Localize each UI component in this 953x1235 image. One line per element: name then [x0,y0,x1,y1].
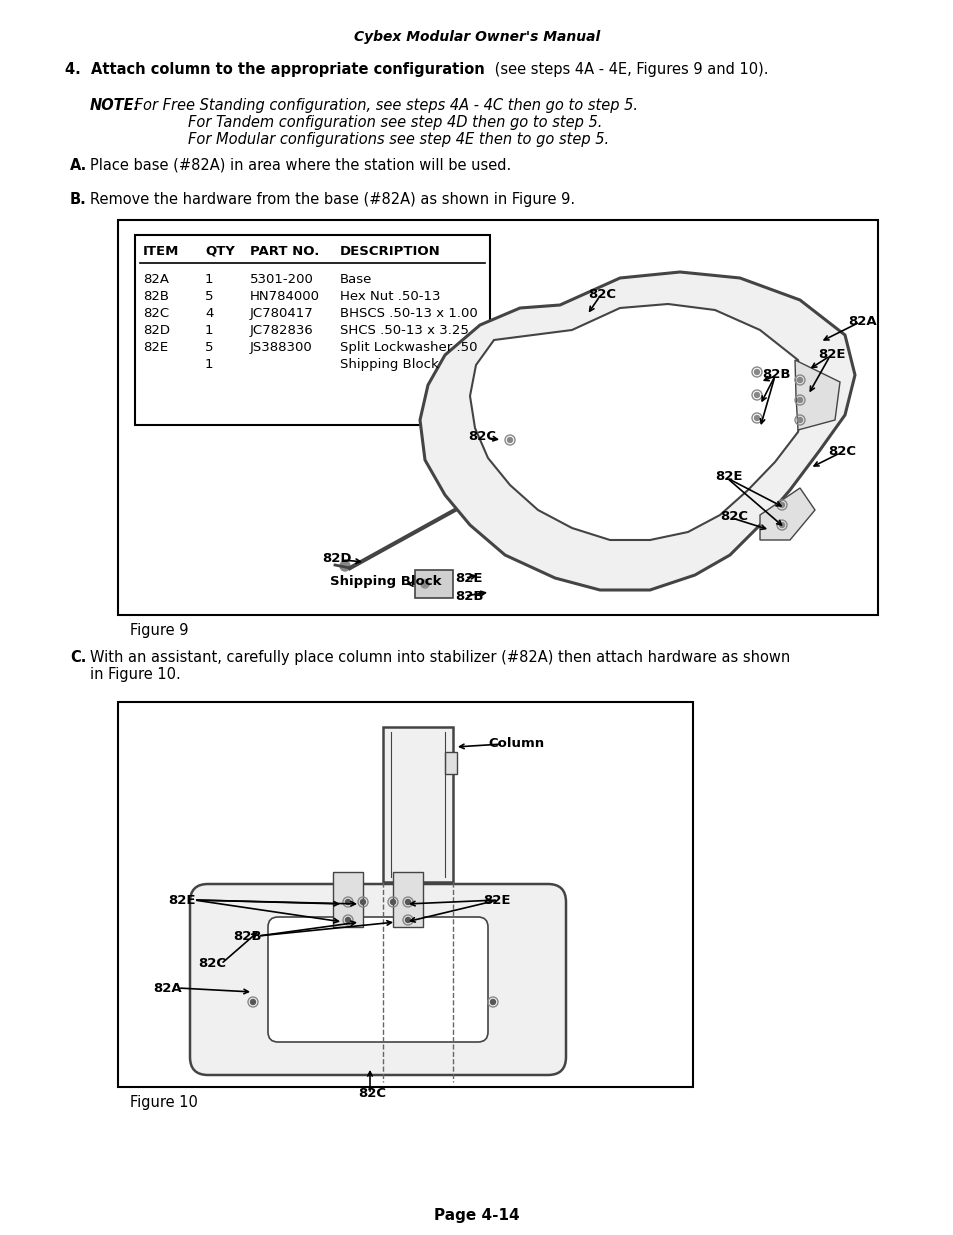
Circle shape [390,899,395,904]
Circle shape [251,999,255,1004]
Text: JC782836: JC782836 [250,324,314,337]
Circle shape [422,582,427,587]
Text: Shipping Block: Shipping Block [330,576,441,588]
Text: PART NO.: PART NO. [250,245,319,258]
Text: 82B: 82B [143,290,169,303]
Text: 1: 1 [205,273,213,287]
Polygon shape [419,272,854,590]
Text: 82A: 82A [143,273,169,287]
Text: 82E: 82E [817,348,844,361]
Text: 82E: 82E [714,471,741,483]
Text: 82B: 82B [233,930,261,944]
Text: B.: B. [70,191,87,207]
Circle shape [754,369,759,374]
Text: 82B: 82B [455,590,483,603]
Text: BHSCS .50-13 x 1.00: BHSCS .50-13 x 1.00 [339,308,477,320]
Text: HN784000: HN784000 [250,290,319,303]
Text: 82C: 82C [720,510,747,522]
Text: Cybex Modular Owner's Manual: Cybex Modular Owner's Manual [354,30,599,44]
Text: With an assistant, carefully place column into stabilizer (#82A) then attach har: With an assistant, carefully place colum… [90,650,789,664]
Text: 1: 1 [205,358,213,370]
Circle shape [779,522,783,527]
Text: Hex Nut .50-13: Hex Nut .50-13 [339,290,440,303]
Circle shape [490,999,495,1004]
FancyBboxPatch shape [268,918,488,1042]
Text: JS388300: JS388300 [250,341,313,354]
Text: Column: Column [488,737,543,750]
Circle shape [754,393,759,398]
Text: For Tandem configuration see step 4D then go to step 5.: For Tandem configuration see step 4D the… [188,115,601,130]
Bar [393,872,422,927]
Circle shape [345,918,350,923]
Bar [135,235,490,425]
Text: in Figure 10.: in Figure 10. [90,667,180,682]
Bar [382,727,453,882]
Circle shape [797,417,801,422]
Text: DESCRIPTION: DESCRIPTION [339,245,440,258]
Text: 5: 5 [205,341,213,354]
Text: Shipping Block: Shipping Block [339,358,438,370]
Text: 82C: 82C [143,308,169,320]
Text: 82A: 82A [152,982,181,995]
Text: 82C: 82C [587,288,616,301]
Text: Split Lockwasher .50: Split Lockwasher .50 [339,341,477,354]
Circle shape [360,899,365,904]
Text: 82E: 82E [168,894,195,906]
Circle shape [797,378,801,383]
Text: For Free Standing configuration, see steps 4A - 4C then go to step 5.: For Free Standing configuration, see ste… [130,98,638,112]
Bar [118,220,877,615]
Bar [415,571,453,598]
Text: 82C: 82C [827,445,855,458]
Circle shape [405,899,410,904]
FancyBboxPatch shape [190,884,565,1074]
Text: Place base (#82A) in area where the station will be used.: Place base (#82A) in area where the stat… [90,158,511,173]
Text: QTY: QTY [205,245,234,258]
Text: A.: A. [70,158,87,173]
Text: C.: C. [70,650,87,664]
Text: 5: 5 [205,290,213,303]
Circle shape [339,561,350,571]
Circle shape [507,437,512,442]
Text: 1: 1 [205,324,213,337]
Text: 82C: 82C [198,957,226,969]
Polygon shape [794,359,840,430]
Bar [118,701,692,1087]
Text: 82E: 82E [143,341,168,354]
Text: 82D: 82D [322,552,351,564]
Bar [444,752,456,774]
Text: Figure 10: Figure 10 [130,1095,197,1110]
Bar [333,872,363,927]
Circle shape [797,398,801,403]
Text: SHCS .50-13 x 3.25: SHCS .50-13 x 3.25 [339,324,468,337]
Text: Page 4-14: Page 4-14 [434,1208,519,1223]
Text: JC780417: JC780417 [250,308,314,320]
Text: 82D: 82D [143,324,170,337]
Text: Remove the hardware from the base (#82A) as shown in Figure 9.: Remove the hardware from the base (#82A)… [90,191,575,207]
Text: 82C: 82C [468,430,496,443]
Text: 82A: 82A [847,315,876,329]
Text: Figure 9: Figure 9 [130,622,189,638]
Text: 82E: 82E [482,894,510,906]
Text: ITEM: ITEM [143,245,179,258]
Text: For Modular configurations see step 4E then to go step 5.: For Modular configurations see step 4E t… [188,132,608,147]
Circle shape [345,899,350,904]
Polygon shape [760,488,814,540]
Text: 4: 4 [205,308,213,320]
Circle shape [405,918,410,923]
Circle shape [779,503,783,508]
Circle shape [754,415,759,420]
Text: Base: Base [339,273,372,287]
Polygon shape [470,304,805,540]
Text: NOTE:: NOTE: [90,98,140,112]
Text: 82C: 82C [357,1087,386,1100]
Text: 4.  Attach column to the appropriate configuration: 4. Attach column to the appropriate conf… [65,62,484,77]
Text: 82E: 82E [455,572,482,585]
Text: 5301-200: 5301-200 [250,273,314,287]
Text: 82B: 82B [761,368,790,382]
Text: (see steps 4A - 4E, Figures 9 and 10).: (see steps 4A - 4E, Figures 9 and 10). [490,62,768,77]
